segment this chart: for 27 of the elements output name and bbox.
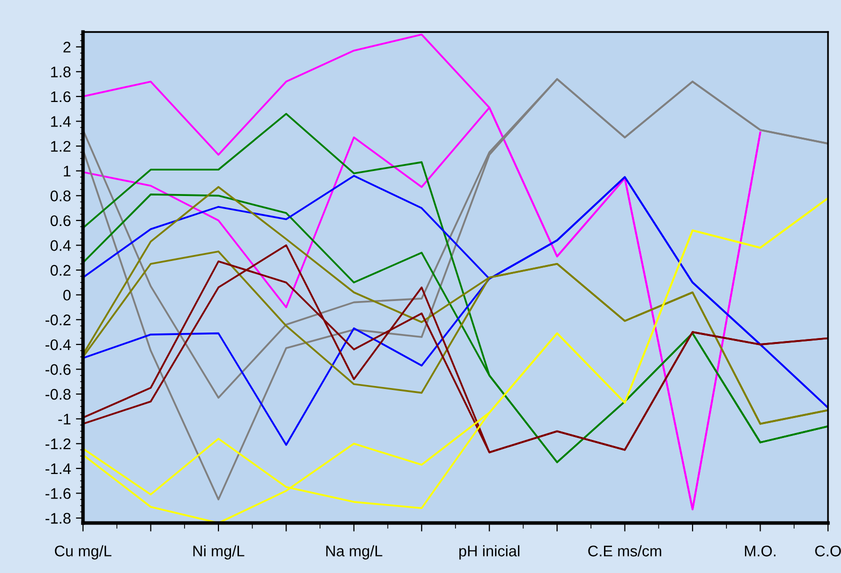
y-tick-label: -1.4 xyxy=(46,463,71,474)
x-tick-label: M.O. xyxy=(744,546,776,556)
y-tick-label: 1.6 xyxy=(51,91,71,102)
y-tick-label: -0.4 xyxy=(46,339,71,350)
y-tick-label: -0.2 xyxy=(46,314,70,326)
y-tick-label: -0.8 xyxy=(46,388,71,400)
x-tick-label: Na mg/L xyxy=(326,545,382,560)
y-tick-label: -1.6 xyxy=(46,488,71,499)
y-tick-label: 0.4 xyxy=(50,240,71,251)
y-tick-label: 1.2 xyxy=(51,140,70,152)
y-tick-label: 0.2 xyxy=(50,264,70,276)
x-tick-label: C.O xyxy=(815,546,841,556)
x-tick-label: C.E ms/cm xyxy=(588,545,662,556)
y-tick-label: 1.8 xyxy=(51,66,71,78)
y-tick-label: -1.2 xyxy=(46,438,70,450)
y-tick-label: 2 xyxy=(63,42,70,52)
x-tick-label: pH inicial xyxy=(459,545,520,560)
y-tick-label: 0 xyxy=(63,290,71,301)
y-tick-label: 0.8 xyxy=(50,190,71,202)
y-tick-label: -1 xyxy=(58,414,70,424)
x-tick-label: Cu mg/L xyxy=(54,545,112,560)
y-tick-label: -1.8 xyxy=(46,512,71,524)
y-tick-label: 1.4 xyxy=(51,116,71,127)
y-tick-label: 0.6 xyxy=(50,215,71,226)
x-tick-label: Ni mg/L xyxy=(193,545,244,560)
y-tick-label: -0.6 xyxy=(46,364,71,375)
y-tick-label: 1 xyxy=(64,166,70,176)
